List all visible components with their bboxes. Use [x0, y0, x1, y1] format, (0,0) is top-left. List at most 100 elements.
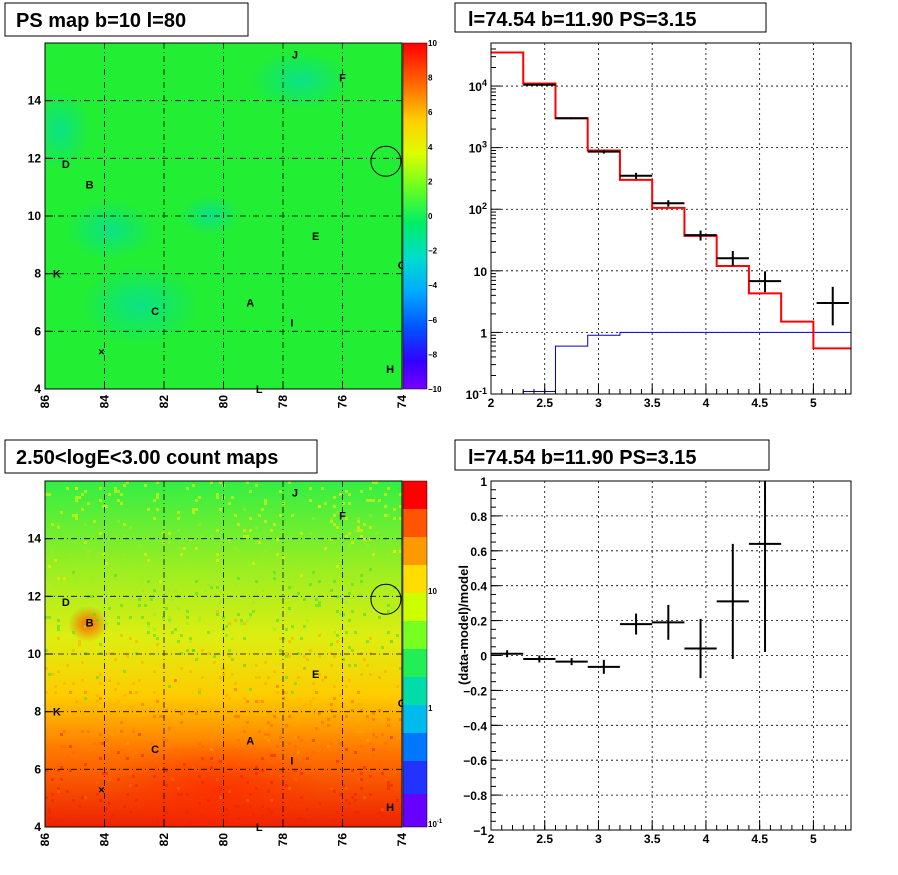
ps-palette-tick-3: 4 [428, 143, 433, 152]
count-map-y-tick-6: 6 [34, 762, 41, 776]
residual-x-tick-3.5: 3.5 [644, 832, 661, 846]
count-map-sources: J F D B E K G A C I H L × [53, 488, 406, 834]
count-map-y-tick-14: 14 [28, 532, 42, 546]
spectrum-y-tick-1: 1 [480, 326, 487, 340]
residual-y-tick-−0.8: −0.8 [463, 789, 487, 803]
count-map-x-tick-74: 74 [395, 833, 409, 847]
spectrum-y-tick-10^3: 103 [469, 140, 487, 156]
spectrum-point-4 [652, 200, 685, 207]
residual-grid [491, 481, 851, 830]
ps-map-y-tick-8: 8 [34, 267, 41, 281]
ps-map-source-L: L [256, 384, 263, 396]
ps-map-source-E: E [312, 231, 319, 243]
count-map-source-F: F [339, 511, 346, 523]
ps-map-source-A: A [246, 298, 254, 310]
count-map-y-tick-12: 12 [28, 589, 42, 603]
residual-axes: 2 2.5 3 3.5 4 4.5 5 1 0.8 0.6 0.4 0.2 0 −0.2 −0.4 −0.6 −… [463, 475, 847, 846]
spectrum-x-tick-4: 4 [703, 396, 710, 410]
ps-map-palette [402, 42, 428, 390]
spectrum-point-0 [523, 83, 556, 86]
spectrum-x-tick-3.5: 3.5 [644, 396, 661, 410]
spectrum-title-box: l=74.54 b=11.90 PS=3.15 [454, 2, 767, 33]
count-map-source-B: B [86, 617, 94, 629]
ps-map-texture [45, 50, 350, 345]
ps-map-source-K: K [53, 269, 61, 281]
count-map-cross-marker: × [98, 785, 104, 797]
ps-map-source-C: C [151, 306, 159, 318]
ps-palette-tick-2: 6 [428, 108, 433, 117]
residual-point-7 [716, 543, 749, 659]
residual-x-tick-5: 5 [810, 832, 817, 846]
spectrum-point-2 [587, 149, 620, 154]
count-map-grid [45, 481, 402, 827]
spectrum-point-3 [619, 172, 653, 179]
spectrum-point-1 [555, 117, 588, 120]
residual-title-box: l=74.54 b=11.90 PS=3.15 [454, 439, 770, 471]
residual-y-tick-0.8: 0.8 [470, 510, 487, 524]
count-palette-tick-1: 1 [428, 704, 433, 713]
residual-x-tick-2: 2 [488, 832, 495, 846]
ps-palette-tick-9: −8 [428, 350, 438, 359]
spectrum-y-tick-10: 10 [474, 265, 488, 279]
ps-map-source-J: J [292, 50, 298, 62]
ps-map-x-tick-86: 86 [38, 395, 52, 409]
residual-y-tick-0.6: 0.6 [470, 545, 487, 559]
residual-y-tick-−0.6: −0.6 [463, 754, 487, 768]
residual-title: l=74.54 b=11.90 PS=3.15 [468, 447, 697, 469]
ps-map-x-tick-80: 80 [217, 395, 231, 409]
ps-map-y-tick-12: 12 [28, 151, 42, 165]
residual-y-tick-−1: −1 [473, 824, 487, 838]
residual-y-tick-−0.4: −0.4 [463, 719, 487, 733]
ps-map-y-tick-4: 4 [34, 382, 41, 396]
count-map-y-tick-4: 4 [34, 820, 41, 834]
residual-point-5 [652, 604, 685, 640]
ps-map-axes: 86 84 82 80 78 76 74 4 6 8 10 12 14 [28, 94, 409, 409]
count-map-palette [402, 480, 428, 828]
residual-point-8 [748, 481, 782, 653]
residual-panel: 2 2.5 3 3.5 4 4.5 5 1 0.8 0.6 0.4 0.2 0 −0.2 −0.4 −0.6 −… [456, 475, 852, 846]
spectrum-y-tick-10^4: 104 [469, 78, 487, 94]
ps-map-sources: J F D B E K G A C I H L × [53, 50, 406, 396]
ps-map-y-tick-10: 10 [28, 209, 42, 223]
ps-map-y-tick-6: 6 [34, 324, 41, 338]
ps-palette-tick-10: −10 [428, 385, 442, 394]
ps-map-x-tick-74: 74 [395, 395, 409, 409]
count-map-target-circle [370, 583, 402, 615]
ps-palette-tick-7: −4 [428, 281, 438, 290]
spectrum-x-tick-2: 2 [488, 396, 495, 410]
count-map-x-tick-86: 86 [38, 833, 52, 847]
count-map-y-tick-10: 10 [28, 647, 42, 661]
spectrum-x-tick-5: 5 [810, 396, 817, 410]
spectrum-point-8 [816, 286, 849, 326]
residual-x-tick-4.5: 4.5 [751, 832, 768, 846]
residual-point-2 [555, 658, 588, 666]
ps-map-cross-marker: × [98, 347, 104, 359]
residual-y-tick-0: 0 [480, 650, 487, 664]
ps-map-title: PS map b=10 l=80 [16, 10, 186, 32]
spectrum-point-5 [684, 230, 717, 241]
ps-map-grid [45, 43, 402, 389]
ps-palette-tick-1: 8 [428, 74, 433, 83]
ps-palette-tick-4: 2 [428, 177, 433, 186]
count-map-source-I: I [290, 756, 293, 768]
spectrum-grid [491, 43, 851, 394]
residual-point-0 [491, 650, 524, 658]
residual-y-axis-title: (data-model)/model [456, 565, 471, 685]
count-map-source-K: K [53, 707, 61, 719]
residual-x-tick-3: 3 [595, 832, 602, 846]
count-map-source-H: H [386, 802, 394, 814]
ps-map-title-box: PS map b=10 l=80 [4, 2, 249, 37]
count-map-x-tick-78: 78 [276, 833, 290, 847]
count-map-palette-labels: 10 1 10-1 [428, 587, 443, 829]
count-map-x-tick-82: 82 [157, 833, 171, 847]
residual-point-3 [587, 659, 620, 674]
ps-map-target-circle [370, 145, 402, 177]
count-map-title: 2.50<logE<3.00 count maps [16, 447, 278, 469]
count-map-source-E: E [312, 669, 319, 681]
residual-point-4 [619, 613, 653, 635]
ps-palette-tick-8: −6 [428, 316, 438, 325]
residual-point-1 [523, 655, 556, 663]
count-palette-tick-0-1: 10-1 [428, 819, 443, 829]
